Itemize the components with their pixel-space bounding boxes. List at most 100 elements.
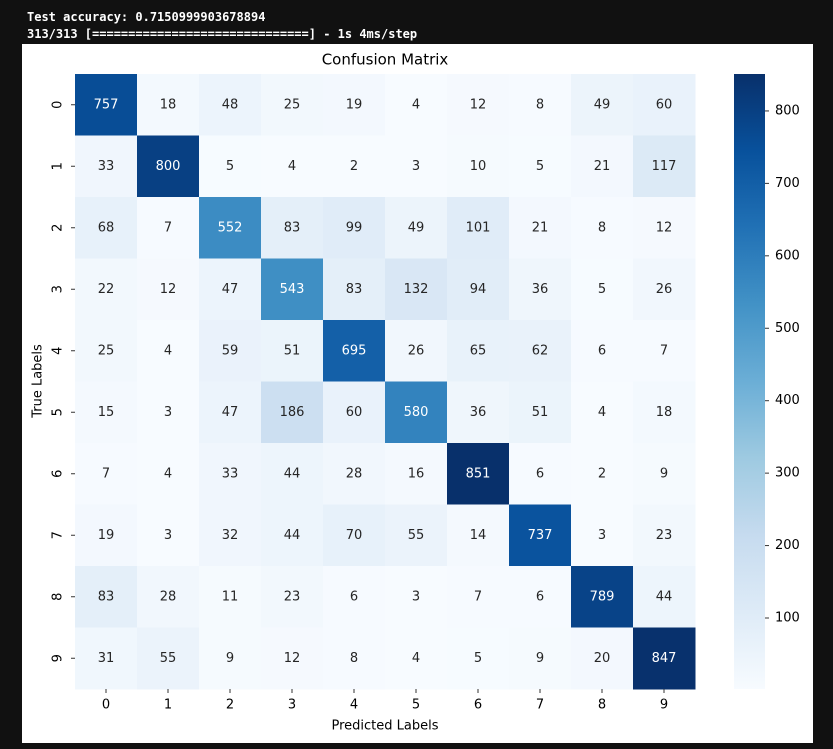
y-tick-label: 8 bbox=[51, 593, 66, 601]
x-tick-label: 3 bbox=[288, 698, 296, 713]
cell bbox=[633, 381, 696, 444]
x-tick-label: 9 bbox=[660, 698, 668, 713]
cell-label: 6 bbox=[350, 589, 358, 604]
cell bbox=[571, 258, 634, 321]
cell bbox=[137, 381, 200, 444]
y-tick-label: 1 bbox=[51, 162, 66, 170]
cell-label: 49 bbox=[594, 97, 611, 112]
cell bbox=[385, 197, 448, 259]
cell bbox=[571, 443, 634, 505]
cell bbox=[509, 443, 572, 505]
cell bbox=[509, 135, 572, 198]
colorbar-tick-label: 600 bbox=[775, 248, 800, 263]
cell-label: 7 bbox=[474, 589, 482, 604]
cell bbox=[509, 74, 572, 136]
cell-label: 6 bbox=[598, 343, 606, 358]
cell-label: 28 bbox=[160, 589, 177, 604]
cell bbox=[447, 381, 510, 444]
colorbar-tick-label: 100 bbox=[775, 611, 800, 626]
cell-label: 2 bbox=[350, 159, 358, 174]
cell bbox=[633, 443, 696, 505]
cell bbox=[137, 258, 200, 321]
cell-label: 55 bbox=[160, 651, 177, 666]
cell bbox=[571, 320, 634, 382]
cell-label: 20 bbox=[594, 651, 611, 666]
cell-label: 6 bbox=[536, 466, 544, 481]
cell bbox=[509, 320, 572, 382]
cell bbox=[137, 197, 200, 259]
cell bbox=[385, 320, 448, 382]
colorbar-tick-label: 200 bbox=[775, 538, 800, 553]
cell-label: 9 bbox=[226, 651, 234, 666]
cell-label: 5 bbox=[536, 159, 544, 174]
cell bbox=[261, 566, 324, 628]
cell-label: 55 bbox=[408, 528, 425, 543]
cell bbox=[385, 443, 448, 505]
colorbar-tick-label: 400 bbox=[775, 393, 800, 408]
cell bbox=[199, 320, 262, 382]
cell-label: 117 bbox=[652, 159, 677, 174]
cell bbox=[75, 320, 138, 382]
cell-label: 15 bbox=[98, 405, 115, 420]
cell bbox=[261, 627, 324, 690]
cell-label: 83 bbox=[346, 282, 363, 297]
cell bbox=[261, 381, 324, 444]
cell-label: 7 bbox=[164, 220, 172, 235]
cell-label: 25 bbox=[284, 97, 301, 112]
cell bbox=[261, 258, 324, 321]
cell bbox=[385, 135, 448, 198]
cell bbox=[199, 504, 262, 567]
cell bbox=[385, 627, 448, 690]
cell-label: 83 bbox=[98, 589, 115, 604]
cell bbox=[447, 197, 510, 259]
cell-label: 12 bbox=[160, 282, 177, 297]
cell-label: 94 bbox=[470, 282, 487, 297]
cell bbox=[633, 627, 696, 690]
cell-label: 36 bbox=[470, 405, 487, 420]
cell-label: 543 bbox=[280, 282, 305, 297]
cell-label: 4 bbox=[164, 343, 172, 358]
cell bbox=[75, 443, 138, 505]
cell bbox=[75, 627, 138, 690]
cell-label: 7 bbox=[102, 466, 110, 481]
cell-label: 789 bbox=[590, 589, 615, 604]
cell-label: 3 bbox=[164, 528, 172, 543]
cell-label: 3 bbox=[412, 589, 420, 604]
cell-label: 16 bbox=[408, 466, 425, 481]
cell-label: 26 bbox=[408, 343, 425, 358]
cell-label: 32 bbox=[222, 528, 239, 543]
cell bbox=[633, 74, 696, 136]
cell-label: 186 bbox=[280, 405, 305, 420]
cell bbox=[75, 381, 138, 444]
cell-label: 12 bbox=[284, 651, 301, 666]
cell-label: 26 bbox=[656, 282, 673, 297]
cell-label: 3 bbox=[164, 405, 172, 420]
cell bbox=[323, 566, 386, 628]
console-line: 313/313 [==============================]… bbox=[27, 27, 418, 41]
cell bbox=[75, 197, 138, 259]
cell bbox=[137, 504, 200, 567]
cell-label: 757 bbox=[94, 97, 119, 112]
cell-label: 33 bbox=[222, 466, 239, 481]
cell-label: 10 bbox=[470, 159, 487, 174]
cell bbox=[261, 135, 324, 198]
cell-label: 44 bbox=[284, 528, 301, 543]
colorbar-tick-label: 800 bbox=[775, 103, 800, 118]
cell bbox=[199, 443, 262, 505]
cell bbox=[323, 381, 386, 444]
y-tick-label: 3 bbox=[51, 285, 66, 293]
cell-label: 4 bbox=[598, 405, 606, 420]
cell-label: 18 bbox=[656, 405, 673, 420]
cell bbox=[261, 197, 324, 259]
y-tick-label: 4 bbox=[51, 347, 66, 355]
cell bbox=[137, 566, 200, 628]
cell bbox=[385, 74, 448, 136]
cell bbox=[447, 74, 510, 136]
x-tick-label: 5 bbox=[412, 698, 420, 713]
cell bbox=[571, 74, 634, 136]
cell-label: 11 bbox=[222, 589, 239, 604]
x-tick-label: 6 bbox=[474, 698, 482, 713]
cell-label: 8 bbox=[598, 220, 606, 235]
cell bbox=[323, 74, 386, 136]
